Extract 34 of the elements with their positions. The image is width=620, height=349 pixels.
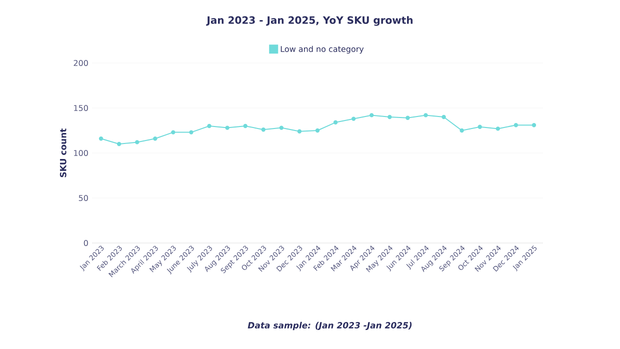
- point: [189, 130, 194, 134]
- point: [171, 130, 176, 134]
- point: [478, 124, 482, 129]
- y-tick-label: 100: [74, 150, 88, 156]
- point: [388, 114, 392, 120]
- point: [279, 126, 284, 130]
- point: [496, 126, 500, 131]
- point: [424, 113, 428, 118]
- point: [225, 126, 230, 130]
- legend-label: Low and no category: [280, 46, 364, 54]
- point: [333, 120, 338, 124]
- point: [370, 113, 374, 118]
- text: Data sample: (Jan 2023 -Jan 2025): [248, 322, 412, 330]
- point: [460, 128, 464, 133]
- point: [514, 123, 518, 128]
- y-tick-label: 150: [74, 104, 88, 112]
- point: [98, 136, 104, 141]
- point: [297, 129, 302, 134]
- y-tick-label: 50: [78, 194, 88, 202]
- point: [153, 136, 158, 141]
- chart-title: Jan 2023 - Jan 2025, YoY SKU growth: [206, 16, 413, 26]
- point: [532, 123, 536, 128]
- point: [116, 142, 122, 146]
- point: [207, 124, 212, 128]
- point: [406, 116, 410, 120]
- y-tick-label: 0: [84, 240, 88, 246]
- y-axis-title: SKU count: [60, 128, 66, 178]
- point: [261, 128, 266, 132]
- y-tick-label: 200: [74, 60, 88, 66]
- point: [351, 116, 356, 121]
- point: [135, 140, 140, 144]
- point: [243, 124, 248, 128]
- point: [442, 114, 446, 120]
- point: [315, 128, 320, 133]
